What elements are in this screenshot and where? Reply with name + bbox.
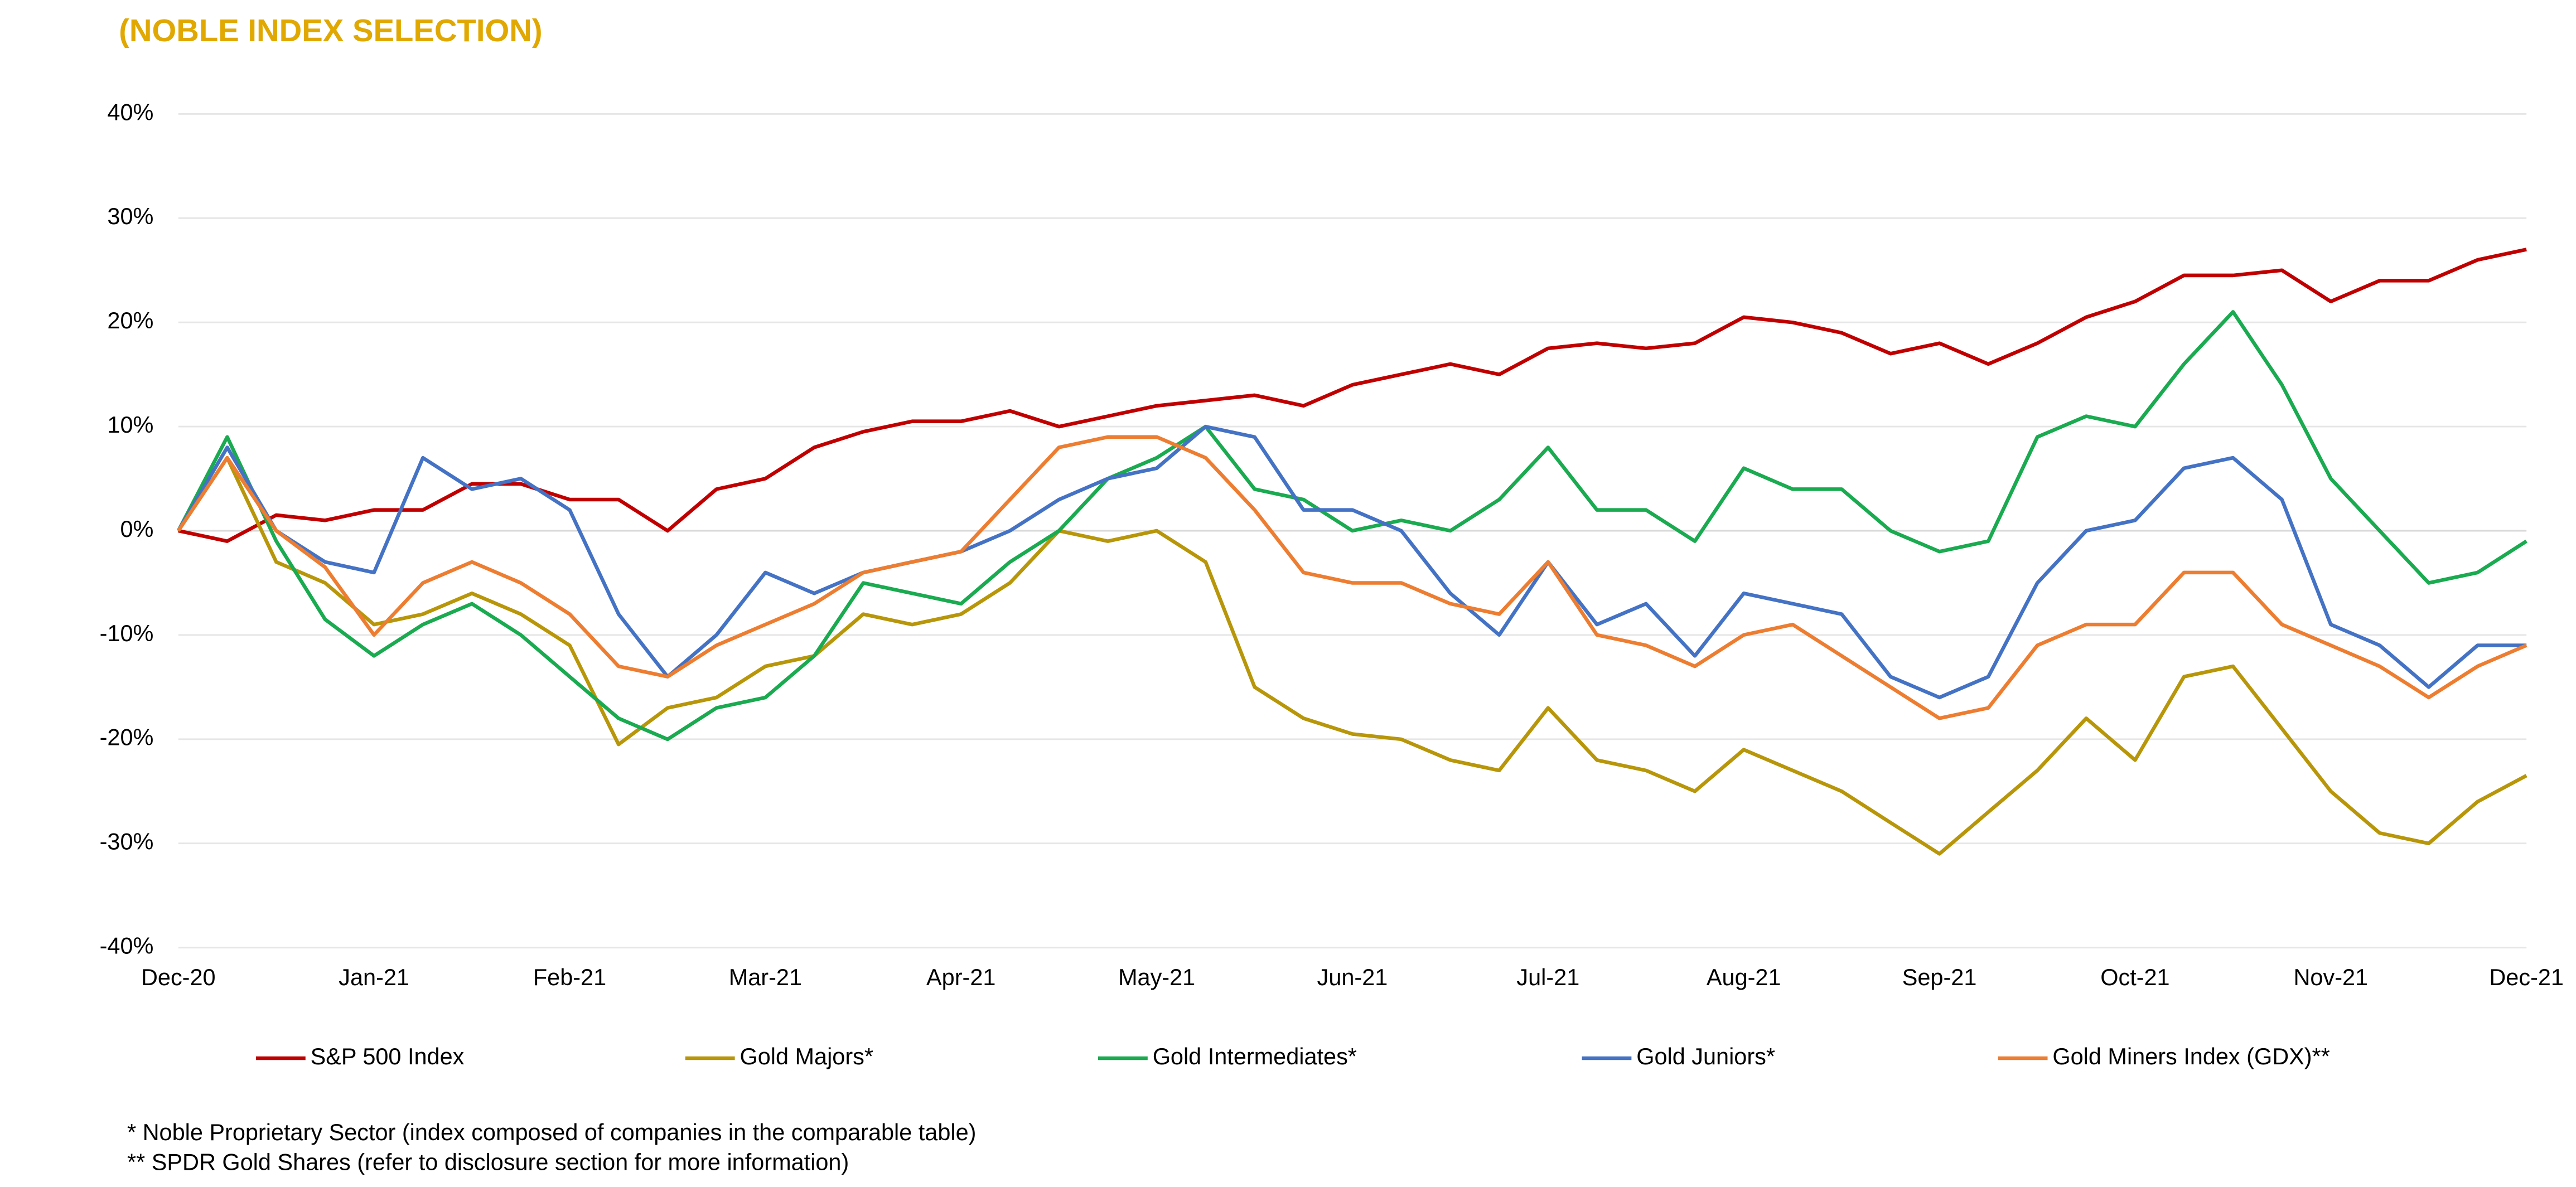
legend-label: Gold Majors* bbox=[740, 1043, 873, 1069]
x-tick-label: Jan-21 bbox=[339, 964, 409, 990]
y-tick-label: 20% bbox=[107, 307, 153, 333]
legend-label: S&P 500 Index bbox=[311, 1043, 465, 1069]
series-line bbox=[176, 310, 2527, 742]
y-tick-label: -40% bbox=[100, 933, 154, 959]
legend-label: Gold Juniors* bbox=[1636, 1043, 1775, 1069]
series-line bbox=[177, 456, 2527, 856]
legend-label: Gold Intermediates* bbox=[1153, 1043, 1357, 1069]
footnote: ** SPDR Gold Shares (refer to disclosure… bbox=[127, 1149, 849, 1175]
x-tick-label: Apr-21 bbox=[926, 964, 995, 990]
x-tick-label: Aug-21 bbox=[1707, 964, 1781, 990]
x-tick-label: Dec-20 bbox=[141, 964, 216, 990]
x-tick-label: Oct-21 bbox=[2100, 964, 2169, 990]
chart-title: (NOBLE INDEX SELECTION) bbox=[119, 13, 542, 48]
y-tick-label: 10% bbox=[107, 411, 153, 438]
x-tick-label: Feb-21 bbox=[533, 964, 606, 990]
series-line bbox=[177, 435, 2527, 720]
x-tick-label: Jun-21 bbox=[1317, 964, 1388, 990]
x-tick-label: May-21 bbox=[1118, 964, 1195, 990]
x-tick-label: Sep-21 bbox=[1902, 964, 1977, 990]
x-tick-label: Nov-21 bbox=[2294, 964, 2369, 990]
legend-label: Gold Miners Index (GDX)** bbox=[2052, 1043, 2329, 1069]
y-tick-label: 0% bbox=[120, 516, 153, 542]
x-tick-label: Mar-21 bbox=[729, 964, 802, 990]
x-tick-label: Dec-21 bbox=[2489, 964, 2564, 990]
y-tick-label: -20% bbox=[100, 724, 154, 750]
series-line bbox=[178, 248, 2527, 543]
y-tick-label: 40% bbox=[107, 99, 153, 125]
x-tick-label: Jul-21 bbox=[1516, 964, 1579, 990]
footnote: * Noble Proprietary Sector (index compos… bbox=[127, 1119, 976, 1145]
y-tick-label: -10% bbox=[100, 620, 154, 646]
y-tick-label: -30% bbox=[100, 829, 154, 855]
series-line bbox=[176, 424, 2527, 700]
y-tick-label: 30% bbox=[107, 203, 153, 229]
